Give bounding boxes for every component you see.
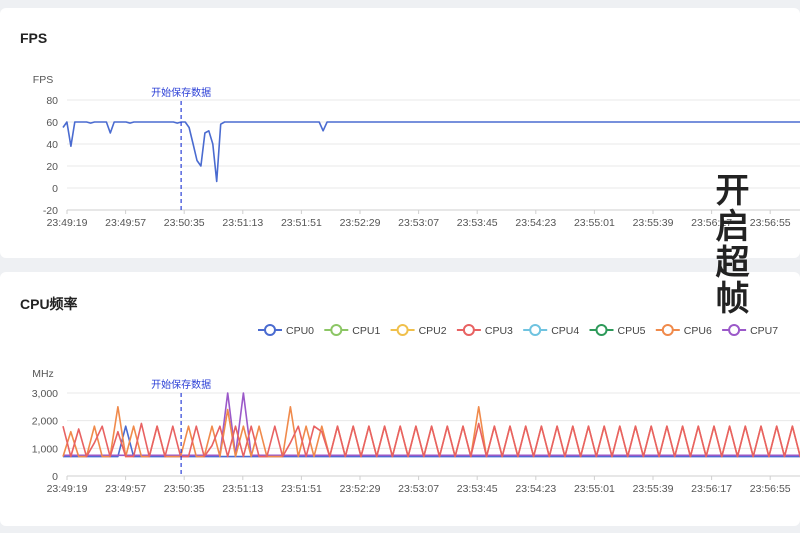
legend-marker-cpu3 bbox=[462, 324, 475, 336]
y-tick-label: 0 bbox=[52, 471, 58, 483]
y-tick-label: 40 bbox=[46, 139, 58, 151]
legend-label-cpu5: CPU5 bbox=[618, 325, 646, 337]
series-line-fps bbox=[62, 121, 800, 183]
legend-label-cpu1: CPU1 bbox=[352, 325, 380, 337]
legend-marker-cpu7 bbox=[728, 324, 741, 336]
cpu-panel: CPU频率 bbox=[0, 272, 800, 526]
y-tick-label: 0 bbox=[52, 183, 58, 195]
y-axis-label: FPS bbox=[33, 74, 53, 86]
x-tick-label: 23:51:51 bbox=[281, 483, 322, 495]
x-tick-label: 23:53:07 bbox=[398, 217, 439, 229]
x-tick-label: 23:51:51 bbox=[281, 217, 322, 229]
series-line-cpu3 bbox=[62, 422, 800, 458]
y-tick-label: 1,000 bbox=[32, 443, 58, 455]
legend-label-cpu3: CPU3 bbox=[485, 325, 513, 337]
x-tick-label: 23:53:45 bbox=[457, 483, 498, 495]
marker-label: 开始保存数据 bbox=[151, 86, 211, 99]
x-tick-label: 23:49:19 bbox=[47, 483, 88, 495]
y-tick-label: 20 bbox=[46, 161, 58, 173]
y-tick-label: -20 bbox=[43, 205, 58, 217]
cpu-panel-title: CPU频率 bbox=[20, 296, 78, 312]
marker-label: 开始保存数据 bbox=[151, 378, 211, 391]
legend-label-cpu4: CPU4 bbox=[551, 325, 579, 337]
series-line-cpu7 bbox=[63, 392, 800, 457]
legend-marker-cpu1 bbox=[330, 324, 343, 336]
x-tick-label: 23:56:55 bbox=[750, 217, 791, 229]
x-tick-label: 23:49:19 bbox=[47, 217, 88, 229]
x-tick-label: 23:49:57 bbox=[105, 217, 146, 229]
legend-marker-cpu6 bbox=[661, 324, 674, 336]
y-tick-label: 60 bbox=[46, 117, 58, 129]
x-tick-label: 23:55:39 bbox=[633, 483, 674, 495]
x-tick-label: 23:51:13 bbox=[222, 483, 263, 495]
x-tick-label: 23:53:45 bbox=[457, 217, 498, 229]
legend-marker-cpu0 bbox=[264, 324, 276, 336]
x-tick-label: 23:54:23 bbox=[515, 483, 556, 495]
x-tick-label: 23:54:23 bbox=[515, 217, 556, 229]
legend-label-cpu2: CPU2 bbox=[419, 325, 447, 337]
y-tick-label: 80 bbox=[46, 95, 58, 107]
x-tick-label: 23:50:35 bbox=[164, 217, 205, 229]
legend-label-cpu7: CPU7 bbox=[750, 325, 778, 337]
x-tick-label: 23:49:57 bbox=[105, 483, 146, 495]
fps-panel: FPS bbox=[0, 8, 800, 258]
series-line-cpu0 bbox=[63, 425, 800, 458]
fps-panel-title: FPS bbox=[20, 30, 48, 46]
x-tick-label: 23:52:29 bbox=[340, 217, 381, 229]
x-tick-label: 23:51:13 bbox=[222, 217, 263, 229]
x-tick-label: 23:55:01 bbox=[574, 217, 615, 229]
x-tick-label: 23:55:01 bbox=[574, 483, 615, 495]
legend-label-cpu6: CPU6 bbox=[684, 325, 712, 337]
y-tick-label: 2,000 bbox=[32, 416, 58, 428]
legend-marker-cpu2 bbox=[396, 324, 409, 336]
legend-marker-cpu4 bbox=[529, 324, 542, 336]
legend-label-cpu0: CPU0 bbox=[286, 325, 314, 337]
x-tick-label: 23:53:07 bbox=[398, 483, 439, 495]
y-axis-label: MHz bbox=[32, 368, 54, 380]
x-tick-label: 23:56:17 bbox=[691, 217, 732, 229]
y-tick-label: 3,000 bbox=[32, 388, 58, 400]
x-tick-label: 23:52:29 bbox=[340, 483, 381, 495]
legend-marker-cpu5 bbox=[595, 324, 608, 336]
x-tick-label: 23:50:35 bbox=[164, 483, 205, 495]
x-tick-label: 23:56:55 bbox=[750, 483, 791, 495]
x-tick-label: 23:56:17 bbox=[691, 483, 732, 495]
x-tick-label: 23:55:39 bbox=[633, 217, 674, 229]
overlay-caption: 开启超帧 bbox=[709, 172, 749, 316]
